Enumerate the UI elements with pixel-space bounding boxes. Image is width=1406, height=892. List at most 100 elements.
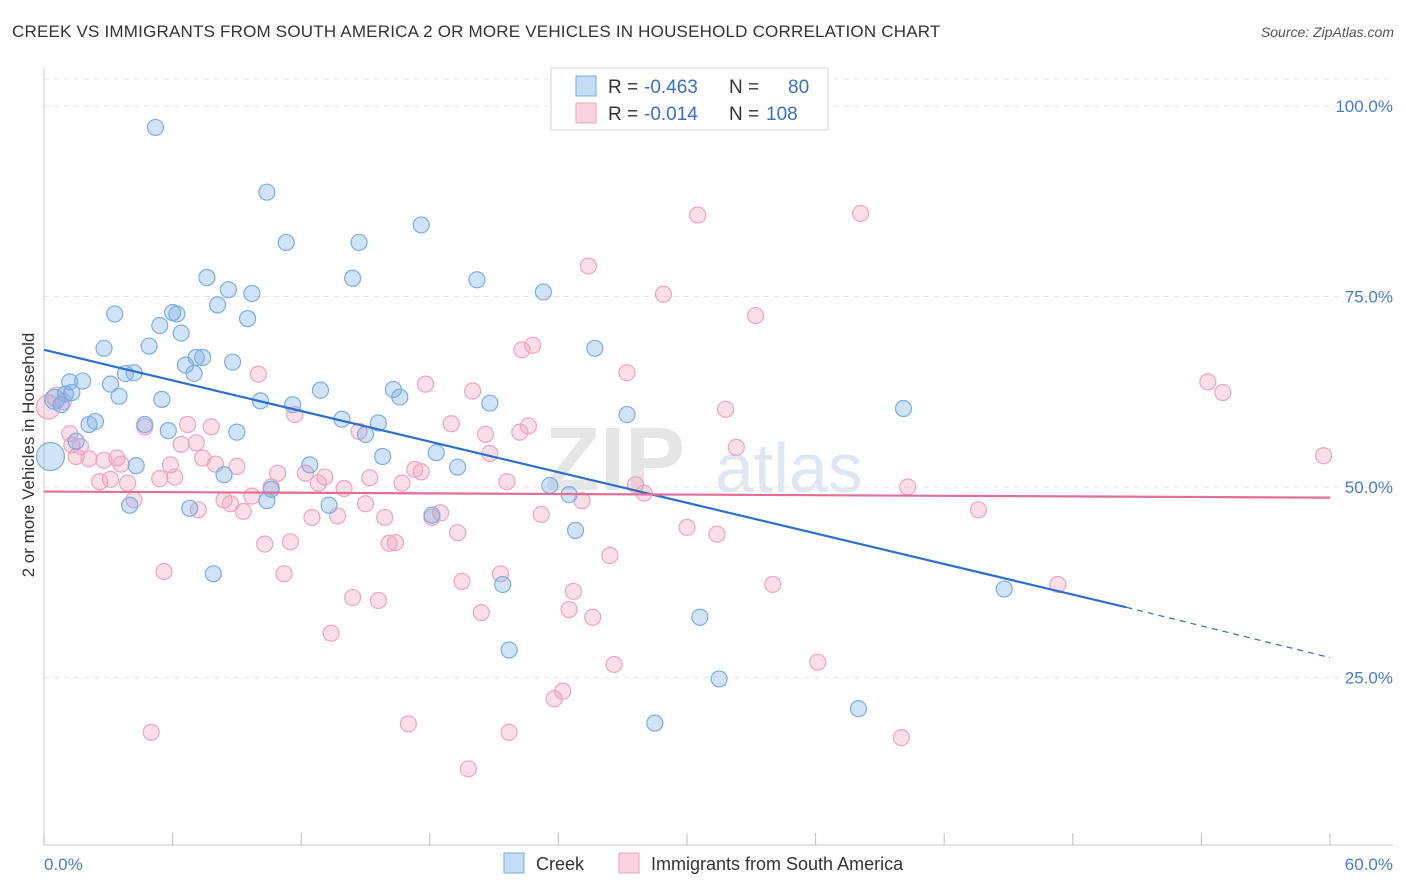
immigrants-point: [1199, 373, 1217, 391]
stats-legend-box: [550, 67, 829, 131]
creek-point: [412, 216, 430, 234]
immigrants-point: [118, 474, 137, 492]
immigrants-point: [316, 468, 334, 486]
creek-point: [151, 316, 169, 335]
immigrants-point: [442, 415, 460, 433]
immigrants-point: [151, 469, 169, 488]
immigrants-point: [189, 501, 207, 519]
immigrants-point: [708, 525, 726, 543]
immigrants-point: [554, 682, 572, 700]
series-legend: Creek Immigrants from South America: [503, 852, 904, 874]
immigrants-point: [449, 524, 467, 542]
creek-n-label: N =: [729, 77, 759, 98]
creek-point: [494, 575, 512, 594]
immigrants-point: [1214, 383, 1232, 402]
creek-point: [61, 373, 79, 391]
y-tick-label: 75.0%: [1345, 288, 1393, 307]
immigrants-point: [500, 723, 518, 741]
immigrants-point: [579, 257, 598, 275]
immigrants-point: [412, 463, 430, 481]
creek-point: [995, 580, 1013, 598]
immigrants-point: [618, 364, 636, 382]
creek-point: [691, 608, 709, 626]
immigrants-point: [601, 546, 619, 565]
creek-point: [86, 412, 105, 431]
creek-point: [586, 339, 604, 357]
immigrants-point: [335, 479, 353, 498]
creek-point: [391, 388, 409, 406]
legend-creek-label: Creek: [536, 854, 585, 874]
creek-point: [159, 422, 177, 440]
creek-point: [468, 271, 486, 289]
immigrants-point: [399, 715, 417, 733]
creek-point: [301, 456, 319, 474]
creek-point: [136, 415, 154, 434]
series-immigrants-points: [35, 204, 1333, 778]
immigrants-point: [344, 588, 362, 607]
immigrants-point: [1049, 575, 1067, 594]
creek-r-label: R =: [608, 77, 638, 98]
immigrants-point: [605, 655, 623, 674]
immigrants-point: [689, 206, 707, 224]
immigrants-point: [361, 469, 379, 487]
immigrants-point: [234, 502, 252, 520]
immigrants-point: [459, 760, 477, 778]
immigrants-point: [269, 464, 287, 482]
creek-point: [228, 423, 246, 441]
creek-point: [849, 700, 868, 718]
x-tick-label-max: 60.0%: [1345, 855, 1393, 874]
creek-point: [374, 447, 392, 466]
immigrants-point: [155, 562, 173, 581]
immigrants-point: [386, 533, 405, 552]
trend-lines: [43, 348, 1331, 659]
creek-point: [168, 305, 186, 323]
creek-point: [894, 399, 913, 418]
creek-point: [219, 281, 237, 299]
immigrants-point: [564, 582, 583, 600]
creek-point: [350, 233, 368, 252]
creek-point: [67, 432, 85, 450]
creek-point: [101, 375, 120, 393]
creek-point: [243, 284, 261, 303]
x-tick-label-min: 0.0%: [44, 855, 83, 874]
immigrants-point: [406, 460, 424, 479]
immigrants-point: [519, 417, 537, 435]
immigrants-point: [376, 508, 394, 527]
immigrants-point: [453, 572, 471, 591]
creek-point: [356, 425, 375, 444]
chart-title: CREEK VS IMMIGRANTS FROM SOUTH AMERICA 2…: [12, 22, 941, 41]
creek-point: [146, 118, 165, 137]
creek-point: [646, 714, 664, 732]
immigrants-point: [809, 653, 827, 671]
immigrants-point: [101, 470, 120, 488]
creek-point: [215, 466, 233, 484]
stats-legend: R = -0.463 N = 80 R = -0.014 N = 108: [550, 67, 829, 131]
immigrants-point: [464, 382, 482, 400]
creek-point: [423, 506, 441, 524]
creek-point: [204, 565, 222, 583]
creek-point: [427, 444, 445, 462]
immigrants-point: [969, 501, 988, 519]
immigrants-point: [221, 495, 240, 513]
creek-r-value: -0.463: [644, 77, 698, 98]
creek-point: [185, 364, 203, 383]
creek-point: [534, 283, 552, 301]
immigrants-point: [472, 604, 490, 622]
immigrants-point: [202, 418, 220, 436]
immigrants-point: [892, 728, 910, 747]
creek-point: [172, 324, 190, 342]
immigrants-point: [228, 457, 246, 476]
immigrants-point: [1314, 447, 1333, 465]
immigrants-point: [166, 468, 184, 486]
immigrants-point: [678, 518, 696, 536]
immigrants-point: [764, 575, 782, 594]
creek-point: [153, 390, 171, 408]
immigrants-point: [179, 415, 197, 434]
creek-point: [194, 348, 212, 367]
creek-point: [262, 480, 280, 498]
creek-point: [344, 269, 362, 287]
immigrants-point: [142, 723, 160, 741]
immigrants-point: [524, 336, 542, 354]
legend-immig-swatch: [618, 852, 640, 874]
series-creek-points: [35, 118, 1013, 732]
